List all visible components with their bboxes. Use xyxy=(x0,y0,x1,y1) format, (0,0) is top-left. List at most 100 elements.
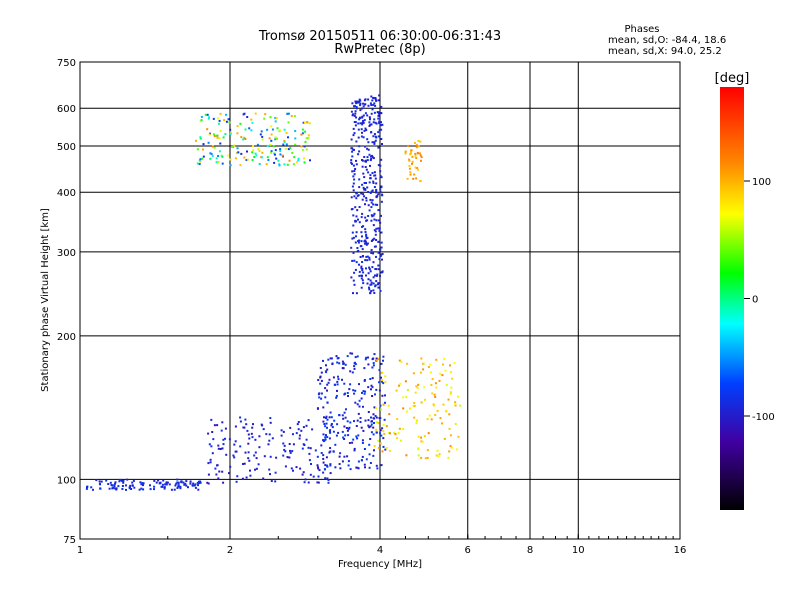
data-point xyxy=(254,451,257,454)
data-point xyxy=(228,472,230,475)
data-point xyxy=(382,437,385,440)
data-point xyxy=(451,377,454,380)
data-point xyxy=(357,218,359,221)
data-point xyxy=(379,188,382,191)
data-point xyxy=(343,455,346,458)
data-point xyxy=(383,432,386,435)
data-point xyxy=(377,439,380,442)
data-point xyxy=(380,124,382,126)
data-point xyxy=(379,221,382,224)
data-point xyxy=(434,414,437,416)
data-point xyxy=(381,450,384,453)
data-point xyxy=(209,157,212,160)
data-point xyxy=(358,270,361,273)
data-point xyxy=(411,162,413,165)
data-point xyxy=(347,428,350,430)
data-point xyxy=(382,430,385,433)
data-point xyxy=(349,468,352,471)
data-point xyxy=(371,366,374,369)
data-point xyxy=(199,136,202,139)
data-point xyxy=(121,485,124,487)
data-point xyxy=(182,481,185,484)
data-point xyxy=(327,381,330,384)
data-point xyxy=(343,411,346,414)
data-point xyxy=(366,282,369,285)
data-point xyxy=(274,153,276,156)
data-point xyxy=(370,416,372,419)
data-point xyxy=(300,429,303,432)
data-point xyxy=(360,265,363,268)
data-point xyxy=(402,407,405,410)
data-point xyxy=(196,148,199,151)
data-point xyxy=(265,163,268,166)
data-point xyxy=(379,429,382,432)
data-point xyxy=(338,463,341,465)
data-point xyxy=(221,162,224,165)
data-point xyxy=(362,225,365,228)
x-tick-label: 8 xyxy=(527,545,533,556)
data-point xyxy=(447,456,450,459)
data-point xyxy=(381,427,384,430)
data-point xyxy=(381,143,383,145)
data-point xyxy=(162,479,165,482)
data-point xyxy=(370,201,373,204)
data-point xyxy=(354,241,357,244)
data-point xyxy=(324,464,327,467)
data-point xyxy=(279,149,282,152)
y-axis-label: Stationary phase Virtual Height [km] xyxy=(40,208,51,392)
data-point xyxy=(374,104,377,107)
data-point xyxy=(433,393,436,396)
data-point xyxy=(330,424,333,427)
data-point xyxy=(380,253,383,256)
data-point xyxy=(432,403,435,406)
data-point xyxy=(350,110,353,113)
data-point xyxy=(369,438,372,440)
data-point xyxy=(355,163,358,166)
x-tick-label: 10 xyxy=(572,545,585,556)
data-point xyxy=(236,152,239,155)
data-point xyxy=(369,462,372,464)
data-point xyxy=(300,133,303,136)
data-point xyxy=(402,428,405,431)
data-point xyxy=(438,379,441,382)
data-point xyxy=(362,405,364,408)
data-point xyxy=(380,158,383,161)
data-point xyxy=(351,237,354,240)
data-point xyxy=(98,480,101,483)
data-point xyxy=(379,164,382,167)
data-point xyxy=(260,423,263,426)
data-point xyxy=(131,484,134,487)
data-point xyxy=(195,139,197,142)
data-point xyxy=(368,268,371,271)
data-point xyxy=(269,473,271,476)
data-point xyxy=(338,362,341,365)
data-point xyxy=(279,153,282,156)
data-point xyxy=(410,149,413,152)
data-point xyxy=(408,167,411,170)
data-point xyxy=(368,153,371,156)
data-point xyxy=(379,248,381,251)
data-point xyxy=(366,138,369,141)
data-point xyxy=(377,219,380,222)
data-point xyxy=(377,193,380,196)
y-tick-label: 500 xyxy=(57,142,76,153)
data-point xyxy=(443,357,446,360)
data-point xyxy=(439,417,442,420)
data-point xyxy=(362,172,365,175)
data-point xyxy=(309,473,312,476)
data-point xyxy=(174,484,177,487)
data-point xyxy=(374,139,377,142)
data-point xyxy=(283,128,286,131)
data-point xyxy=(351,150,354,153)
data-point xyxy=(207,473,210,476)
data-point xyxy=(412,404,415,407)
data-point xyxy=(132,479,135,482)
data-point xyxy=(279,129,282,132)
data-point xyxy=(353,114,356,117)
data-point xyxy=(400,360,403,363)
data-point xyxy=(95,479,98,482)
data-point xyxy=(375,219,378,222)
data-point xyxy=(362,193,365,196)
data-point xyxy=(357,122,360,125)
data-point xyxy=(316,455,319,458)
